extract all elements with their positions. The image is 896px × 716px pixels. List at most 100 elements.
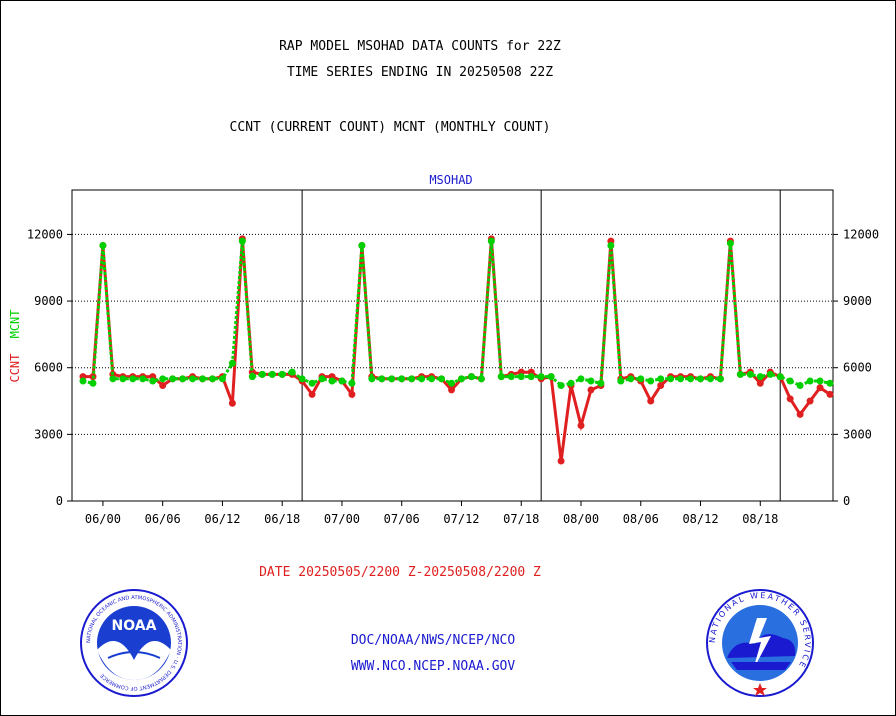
point-mcnt (746, 370, 754, 378)
point-ccnt (756, 379, 764, 387)
x-tick-label: 06/00 (85, 512, 121, 526)
point-mcnt (657, 375, 665, 383)
point-mcnt (109, 375, 117, 383)
point-mcnt (238, 237, 246, 245)
point-mcnt (89, 379, 97, 387)
series-line-mcnt (82, 240, 831, 388)
point-mcnt (258, 370, 266, 378)
point-mcnt (288, 368, 296, 376)
point-mcnt (199, 375, 207, 383)
point-mcnt (418, 375, 426, 383)
point-mcnt (428, 375, 436, 383)
footer-url: WWW.NCO.NCEP.NOAA.GOV (350, 659, 516, 674)
point-mcnt (587, 377, 595, 385)
day-separators (301, 190, 781, 501)
point-mcnt (766, 370, 774, 378)
x-tick-label: 07/12 (443, 512, 479, 526)
y-tick-label-left: 3000 (34, 427, 63, 441)
point-ccnt (786, 395, 794, 403)
point-mcnt (368, 375, 376, 383)
point-ccnt (308, 390, 316, 398)
point-ccnt (816, 384, 824, 392)
point-mcnt (278, 370, 286, 378)
point-mcnt (149, 377, 157, 385)
point-ccnt (348, 390, 356, 398)
point-mcnt (348, 379, 356, 387)
point-mcnt (796, 381, 804, 389)
point-mcnt (129, 375, 137, 383)
x-tick-label: 08/18 (742, 512, 778, 526)
point-mcnt (697, 375, 705, 383)
point-mcnt (507, 373, 515, 381)
point-mcnt (438, 375, 446, 383)
y-tick-label-left: 9000 (34, 294, 63, 308)
point-ccnt (159, 381, 167, 389)
point-mcnt (487, 237, 495, 245)
point-mcnt (497, 373, 505, 381)
point-mcnt (208, 375, 216, 383)
y-tick-label-left: 0 (56, 494, 63, 508)
footer-doc: DOC/NOAA/NWS/NCEP/NCO (350, 633, 516, 648)
x-tick-label: 06/12 (204, 512, 240, 526)
point-mcnt (79, 377, 87, 385)
y-tick-label-left: 12000 (27, 227, 63, 241)
noaa-logo: NOAA NATIONAL OCEANIC AND ATMOSPHERIC AD… (80, 589, 188, 697)
chart-title-line1: RAP MODEL MSOHAD DATA COUNTS for 22Z (279, 39, 561, 54)
point-mcnt (706, 375, 714, 383)
point-mcnt (159, 375, 167, 383)
point-mcnt (358, 242, 366, 250)
noaa-logo-text: NOAA (112, 618, 157, 634)
point-mcnt (179, 375, 187, 383)
x-tick-label: 07/00 (324, 512, 360, 526)
point-mcnt (189, 375, 197, 383)
point-mcnt (726, 239, 734, 247)
point-mcnt (597, 379, 605, 387)
point-mcnt (398, 375, 406, 383)
point-mcnt (169, 375, 177, 383)
x-tick-label: 06/06 (145, 512, 181, 526)
point-mcnt (139, 375, 147, 383)
point-ccnt (228, 399, 236, 407)
series-line-ccnt (83, 238, 831, 462)
point-mcnt (457, 375, 465, 383)
nws-logo: NATIONAL WEATHER SERVICE (706, 589, 814, 697)
y-tick-label-right: 6000 (843, 361, 872, 375)
point-ccnt (826, 390, 834, 398)
point-mcnt (736, 370, 744, 378)
point-mcnt (388, 375, 396, 383)
point-ccnt (796, 410, 804, 418)
y-axis-label: CCNT MCNT (8, 309, 22, 382)
x-tick-label: 08/12 (682, 512, 718, 526)
plot-title: MSOHAD (429, 173, 472, 187)
point-mcnt (627, 375, 635, 383)
x-ticks: 06/00 06/06 06/12 06/18 07/00 07/06 07/12 07/18… (85, 501, 778, 526)
point-mcnt (248, 373, 256, 381)
x-tick-label: 07/18 (503, 512, 539, 526)
y-label-mcnt: MCNT (8, 309, 22, 338)
grid-lines (72, 233, 833, 435)
point-ccnt (557, 457, 565, 465)
y-tick-label-right: 3000 (843, 427, 872, 441)
point-mcnt (677, 375, 685, 383)
point-ccnt (647, 397, 655, 405)
point-mcnt (228, 359, 236, 367)
y-tick-label-right: 12000 (843, 227, 879, 241)
point-mcnt (786, 377, 794, 385)
point-mcnt (687, 375, 695, 383)
point-mcnt (298, 375, 306, 383)
x-tick-label: 06/18 (264, 512, 300, 526)
y-tick-label-right: 0 (843, 494, 850, 508)
point-mcnt (617, 377, 625, 385)
point-mcnt (477, 375, 485, 383)
chart-title-line2: TIME SERIES ENDING IN 20250508 22Z (286, 65, 554, 80)
star-icon (753, 683, 767, 696)
point-mcnt (547, 373, 555, 381)
point-mcnt (567, 379, 575, 387)
point-mcnt (448, 379, 456, 387)
point-mcnt (318, 375, 326, 383)
point-mcnt (577, 375, 585, 383)
plot-area-border (71, 189, 834, 502)
point-ccnt (577, 421, 585, 429)
point-mcnt (557, 381, 565, 389)
y-label-ccnt: CCNT (8, 354, 22, 383)
